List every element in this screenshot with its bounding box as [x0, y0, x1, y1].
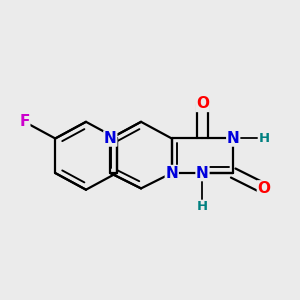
Text: F: F: [20, 114, 30, 129]
Text: H: H: [197, 200, 208, 213]
Text: O: O: [196, 96, 209, 111]
Text: N: N: [104, 131, 117, 146]
Text: O: O: [257, 181, 270, 196]
Text: N: N: [196, 166, 209, 181]
Text: H: H: [258, 132, 269, 145]
Text: N: N: [227, 131, 240, 146]
Text: N: N: [165, 166, 178, 181]
